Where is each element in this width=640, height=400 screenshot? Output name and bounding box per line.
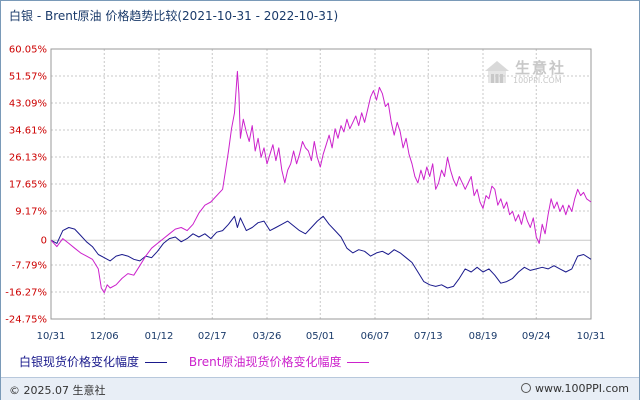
- legend-item-brent: Brent原油现货价格变化幅度: [189, 353, 370, 370]
- y-tick-label: 26.13%: [9, 153, 47, 164]
- y-tick-label: 60.05%: [9, 45, 47, 56]
- plot-border: [50, 48, 592, 320]
- series-line-brent: [50, 70, 592, 294]
- tick-labels: 60.05% 51.57% 43.09% 34.61% 26.13% 17.65% 9.17…: [5, 45, 605, 343]
- x-tick-label: 08/19: [469, 331, 498, 342]
- site-url: www.100PPI.com: [535, 382, 629, 395]
- legend-swatch-silver: [145, 362, 168, 363]
- legend-label-brent: Brent原油现货价格变化幅度: [188, 355, 342, 369]
- x-tick-label: 05/01: [306, 331, 335, 342]
- series-layer: [50, 70, 592, 294]
- x-tick-label: 10/31: [37, 331, 66, 342]
- x-tick-label: 10/31: [577, 331, 606, 342]
- legend-label-silver: 白银现货价格变化幅度: [19, 355, 140, 369]
- watermark-logo-icon: [485, 61, 509, 83]
- grid: [50, 48, 592, 320]
- x-tick-label: 12/06: [90, 331, 119, 342]
- chart-title: 白银 - Brent原油 价格趋势比较(2021-10-31 - 2022-10…: [9, 9, 339, 23]
- y-tick-label: 0: [41, 236, 47, 247]
- y-tick-label: -16.27%: [5, 288, 47, 299]
- axes: [50, 48, 592, 320]
- series-line-silver: [50, 215, 592, 289]
- y-tick-label: -24.75%: [5, 315, 47, 326]
- x-tick-label: 09/24: [522, 331, 551, 342]
- x-tick-label: 06/07: [361, 331, 390, 342]
- y-tick-label: 17.65%: [9, 180, 47, 191]
- x-tick-label: 02/17: [198, 331, 227, 342]
- y-tick-label: -7.79%: [12, 261, 47, 272]
- line-chart: 60.05% 51.57% 43.09% 34.61% 26.13% 17.65% 9.17…: [5, 45, 605, 343]
- legend-swatch-brent: [347, 362, 370, 363]
- y-tick-label: 51.57%: [9, 72, 47, 83]
- legend-item-silver: 白银现货价格变化幅度: [19, 353, 168, 370]
- footer: © 2025.07 生意社 www.100PPI.com: [1, 377, 639, 400]
- search-icon: [521, 383, 532, 393]
- x-tick-label: 01/12: [145, 331, 174, 342]
- x-tick-label: 03/26: [253, 331, 282, 342]
- y-tick-label: 9.17%: [15, 207, 47, 218]
- watermark-text: 生意社: [515, 59, 567, 77]
- watermark: 生意社 100PPI.COM: [483, 57, 593, 91]
- site-link[interactable]: www.100PPI.com: [521, 382, 629, 395]
- x-tick-label: 07/13: [414, 331, 443, 342]
- y-tick-label: 34.61%: [9, 126, 47, 137]
- copyright-text: © 2025.07 生意社: [9, 384, 106, 397]
- watermark-url: 100PPI.COM: [513, 76, 562, 85]
- legend: 白银现货价格变化幅度 Brent原油现货价格变化幅度: [19, 353, 387, 370]
- y-tick-label: 43.09%: [9, 99, 47, 110]
